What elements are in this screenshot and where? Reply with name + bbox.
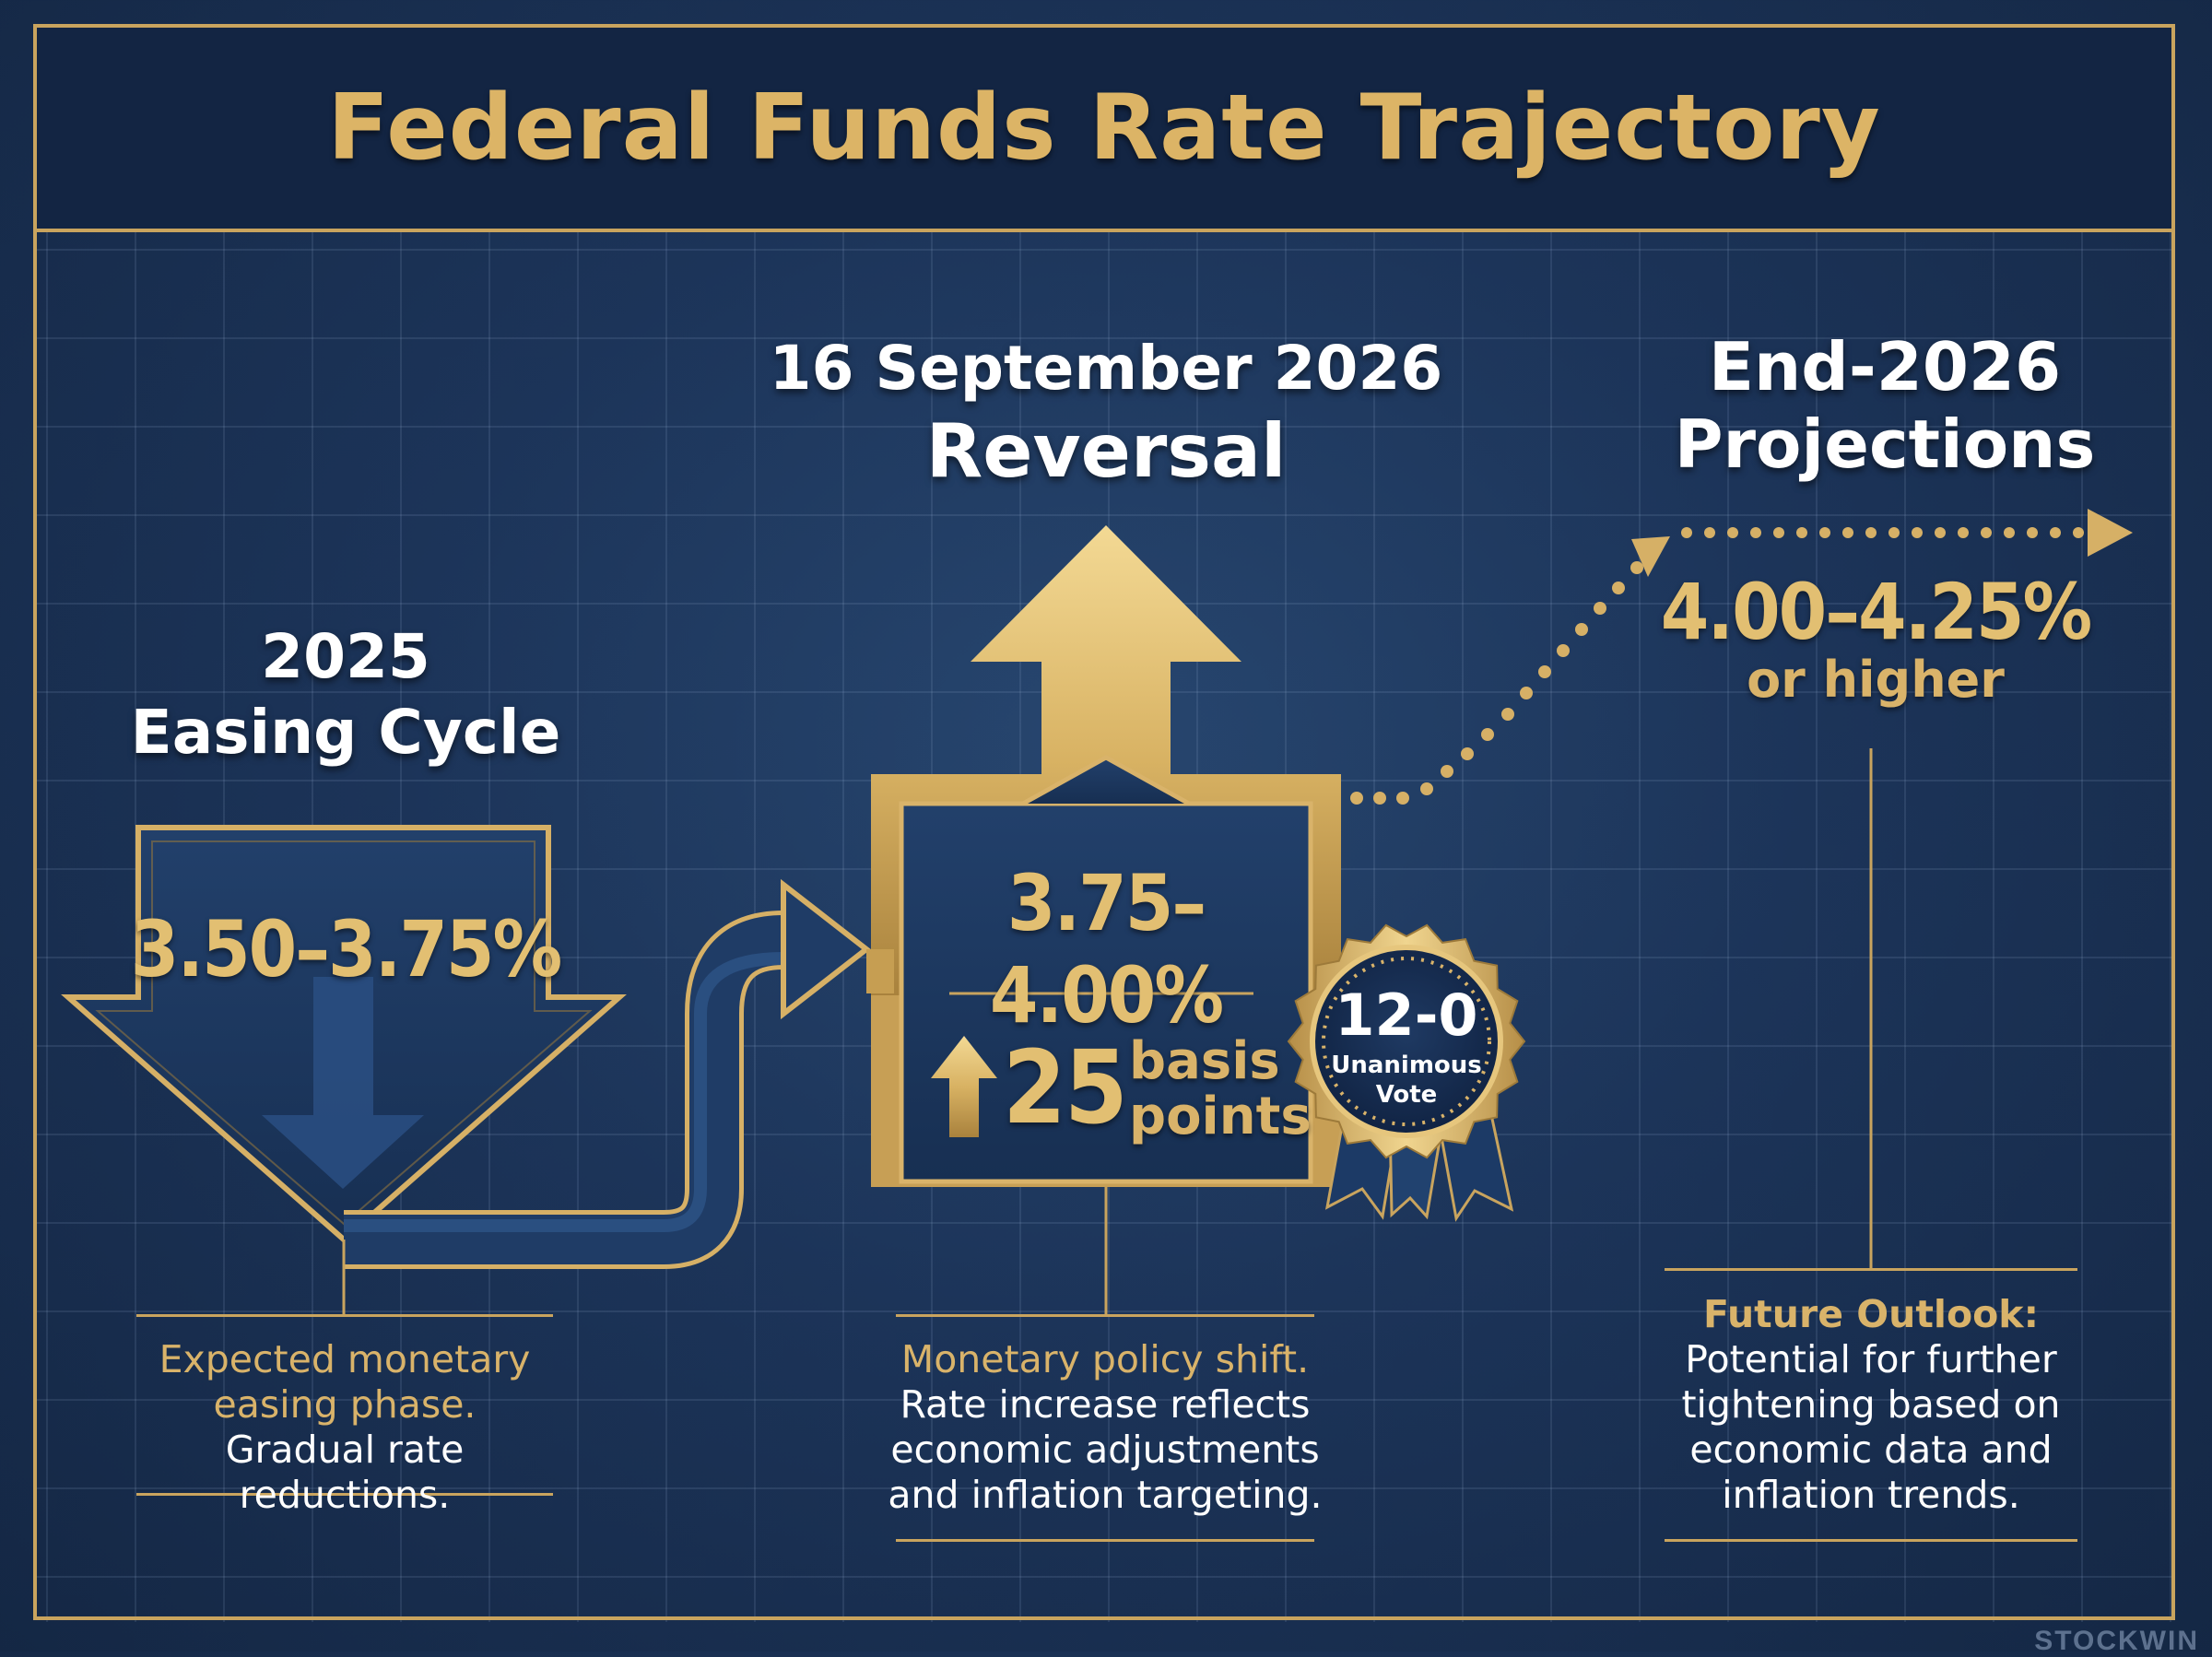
- page-title: Federal Funds Rate Trajectory: [327, 76, 1881, 181]
- stage2-desc-rule-top: [896, 1314, 1314, 1317]
- stage3-desc-body: Potential for further tightening based o…: [1681, 1337, 2061, 1517]
- seal-label: Unanimous Vote: [1324, 1051, 1489, 1110]
- stage2-desc-body: Rate increase reflects economic adjustme…: [888, 1382, 1323, 1517]
- dotted-arrow-icon: [1350, 509, 2133, 805]
- ribbon-seal-icon: [1287, 923, 1526, 1222]
- stage3-desc-rule-bottom: [1665, 1539, 2077, 1542]
- stage2-rate: 3.75–4.00%: [989, 858, 1224, 1040]
- curved-arrow-icon: [344, 878, 871, 1269]
- stage3-description: Future Outlook: Potential for further tig…: [1659, 1292, 2083, 1518]
- stage2-heading-date: 16 September 2026: [769, 333, 1443, 404]
- stage1-desc-body: Gradual rate reductions.: [225, 1428, 465, 1517]
- stage3-heading-year: End-2026: [1708, 328, 2062, 405]
- stage1-desc-rule-bottom: [136, 1493, 553, 1496]
- stage2-change-unit: basis points: [1129, 1034, 1313, 1145]
- stage1-desc-highlight: Expected monetary easing phase.: [159, 1337, 531, 1427]
- stage1-heading-label: Easing Cycle: [130, 697, 561, 768]
- stage2-change-unit-line1: basis: [1129, 1031, 1280, 1091]
- stage3-heading: End-2026 Projections: [1641, 328, 2129, 483]
- stage1-heading-year: 2025: [261, 621, 430, 692]
- outer-frame: [33, 24, 2175, 1620]
- seal-value: 12-0: [1335, 981, 1478, 1049]
- stage3-desc-title: Future Outlook:: [1703, 1292, 2039, 1336]
- title-banner: Federal Funds Rate Trajectory: [33, 24, 2175, 232]
- stage2-desc-highlight: Monetary policy shift.: [900, 1337, 1310, 1381]
- stage2-description: Monetary policy shift. Rate increase refl…: [887, 1337, 1324, 1518]
- stage3-rate: 4.00–4.25%: [1660, 567, 2092, 657]
- down-arrow-icon: [61, 825, 627, 1243]
- stage1-description: Expected monetary easing phase. Gradual …: [136, 1337, 553, 1518]
- stage2-desc-rule-bottom: [896, 1539, 1314, 1542]
- seal-label-line2: Vote: [1375, 1081, 1438, 1109]
- stage2-change-value: 25: [1003, 1028, 1128, 1146]
- stage3-desc-rule-top: [1665, 1268, 2077, 1271]
- small-up-arrow-icon: [931, 1036, 997, 1137]
- stage3-heading-label: Projections: [1674, 405, 2096, 483]
- stage1-heading: 2025 Easing Cycle: [111, 619, 581, 770]
- seal-label-line1: Unanimous: [1331, 1052, 1482, 1079]
- stage2-heading-label: Reversal: [925, 408, 1287, 494]
- stage3-rate-suffix: or higher: [1747, 651, 2005, 709]
- stage2-change-unit-line2: points: [1129, 1087, 1312, 1146]
- stage1-desc-rule-top: [136, 1314, 553, 1317]
- stage1-rate: 3.50–3.75%: [130, 904, 562, 994]
- stage2-heading: 16 September 2026 Reversal: [719, 328, 1493, 494]
- watermark: STOCKWIN: [2034, 1626, 2199, 1656]
